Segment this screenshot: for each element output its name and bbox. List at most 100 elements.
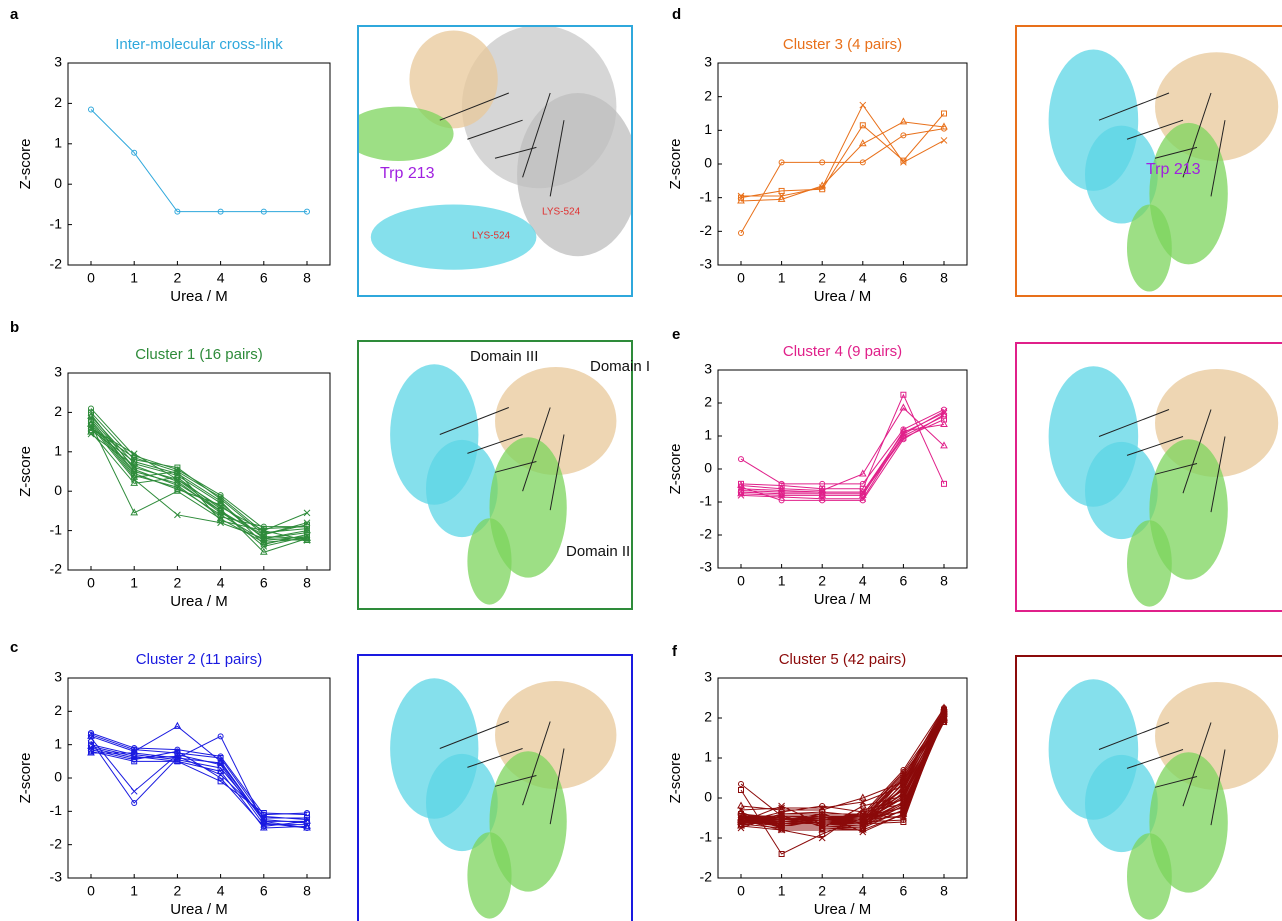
x-tick-label: 0	[87, 270, 95, 286]
y-tick-label: 0	[54, 482, 62, 498]
x-tick-label: 0	[737, 270, 745, 286]
series-line	[91, 418, 307, 530]
x-tick-label: 8	[303, 883, 311, 899]
domain-blob	[517, 93, 638, 256]
series-line	[91, 416, 307, 538]
chart-title: Cluster 2 (11 pairs)	[136, 651, 262, 668]
series-line	[91, 745, 307, 823]
domain-blob	[371, 205, 537, 270]
x-axis-label: Urea / M	[170, 593, 228, 610]
series-line	[91, 726, 307, 821]
figure: aTrp 213LYS-524LYS-524Inter-molecular cr…	[0, 0, 1282, 921]
point	[174, 723, 180, 729]
x-tick-label: 0	[737, 883, 745, 899]
point	[131, 788, 137, 794]
plot-frame	[718, 370, 967, 568]
x-tick-label: 1	[778, 270, 786, 286]
series-line	[741, 129, 944, 233]
y-tick-label: 2	[54, 702, 62, 718]
y-tick-label: 0	[54, 769, 62, 785]
point	[738, 803, 744, 809]
y-tick-label: 1	[704, 121, 712, 137]
domain-blob	[343, 107, 453, 161]
panel-letter: c	[10, 639, 18, 656]
y-tick-label: 0	[704, 155, 712, 171]
annotation: LYS-524	[472, 231, 511, 242]
plot-frame	[68, 678, 330, 878]
x-tick-label: 2	[174, 575, 182, 591]
y-tick-label: 3	[54, 54, 62, 70]
y-tick-label: 3	[54, 364, 62, 380]
panel-letter: e	[672, 326, 680, 343]
point	[941, 442, 947, 448]
y-tick-label: -2	[50, 561, 63, 577]
x-axis-label: Urea / M	[814, 901, 872, 918]
x-tick-label: 6	[260, 883, 268, 899]
x-tick-label: 1	[130, 883, 138, 899]
y-tick-label: 0	[54, 175, 62, 191]
y-tick-label: 2	[704, 709, 712, 725]
x-tick-label: 6	[900, 883, 908, 899]
plot-frame	[718, 678, 967, 878]
x-axis-label: Urea / M	[170, 288, 228, 305]
series-line	[741, 105, 944, 196]
x-tick-label: 1	[778, 883, 786, 899]
x-tick-label: 8	[303, 575, 311, 591]
y-tick-label: -2	[50, 835, 63, 851]
y-tick-label: -3	[700, 256, 713, 272]
x-tick-label: 2	[818, 270, 826, 286]
y-tick-label: -1	[50, 521, 63, 537]
y-tick-label: -2	[700, 869, 713, 885]
y-tick-label: -1	[700, 493, 713, 509]
x-tick-label: 4	[217, 270, 225, 286]
y-tick-label: 0	[704, 460, 712, 476]
x-tick-label: 0	[87, 575, 95, 591]
x-tick-label: 1	[130, 270, 138, 286]
y-tick-label: -1	[700, 188, 713, 204]
point	[941, 137, 947, 143]
x-tick-label: 8	[940, 883, 948, 899]
y-tick-label: 3	[704, 361, 712, 377]
domain-blob	[467, 832, 511, 918]
structure-image	[1049, 366, 1279, 606]
domain-blob	[1127, 833, 1172, 919]
y-tick-label: 1	[704, 749, 712, 765]
y-axis-label: Z-score	[17, 139, 34, 190]
point	[860, 102, 866, 108]
structure-image	[390, 678, 616, 918]
panel: aTrp 213LYS-524LYS-524Inter-molecular cr…	[10, 6, 639, 305]
domain-blob	[1127, 205, 1172, 292]
y-tick-label: -3	[700, 559, 713, 575]
y-tick-label: 2	[54, 94, 62, 110]
x-axis-label: Urea / M	[814, 591, 872, 608]
x-tick-label: 6	[900, 270, 908, 286]
chart-title: Cluster 3 (4 pairs)	[783, 36, 902, 53]
annotation: Trp 213	[1146, 161, 1201, 178]
x-tick-label: 8	[940, 270, 948, 286]
domain-blob	[1127, 520, 1172, 606]
x-tick-label: 4	[859, 270, 867, 286]
x-tick-label: 2	[174, 883, 182, 899]
chart-title: Cluster 5 (42 pairs)	[779, 651, 907, 668]
y-tick-label: 1	[54, 135, 62, 151]
x-tick-label: 0	[737, 573, 745, 589]
series-line	[741, 114, 944, 198]
panel: bDomain IIIDomain IDomain IICluster 1 (1…	[10, 319, 650, 610]
y-tick-label: -1	[50, 215, 63, 231]
panel-letter: b	[10, 319, 19, 336]
y-tick-label: 3	[704, 54, 712, 70]
series-line	[91, 738, 307, 825]
y-tick-label: 0	[704, 789, 712, 805]
plot-frame	[718, 63, 967, 265]
series-line	[91, 420, 307, 538]
x-tick-label: 4	[217, 883, 225, 899]
x-tick-label: 6	[260, 270, 268, 286]
x-axis-label: Urea / M	[814, 288, 872, 305]
series-line	[91, 422, 307, 540]
plot-frame	[68, 63, 330, 265]
point	[900, 404, 906, 410]
y-tick-label: -1	[700, 829, 713, 845]
panel: eCluster 4 (9 pairs)-3-2-10123012468Urea…	[667, 326, 1282, 611]
point	[900, 118, 906, 124]
panel-letter: d	[672, 6, 681, 23]
